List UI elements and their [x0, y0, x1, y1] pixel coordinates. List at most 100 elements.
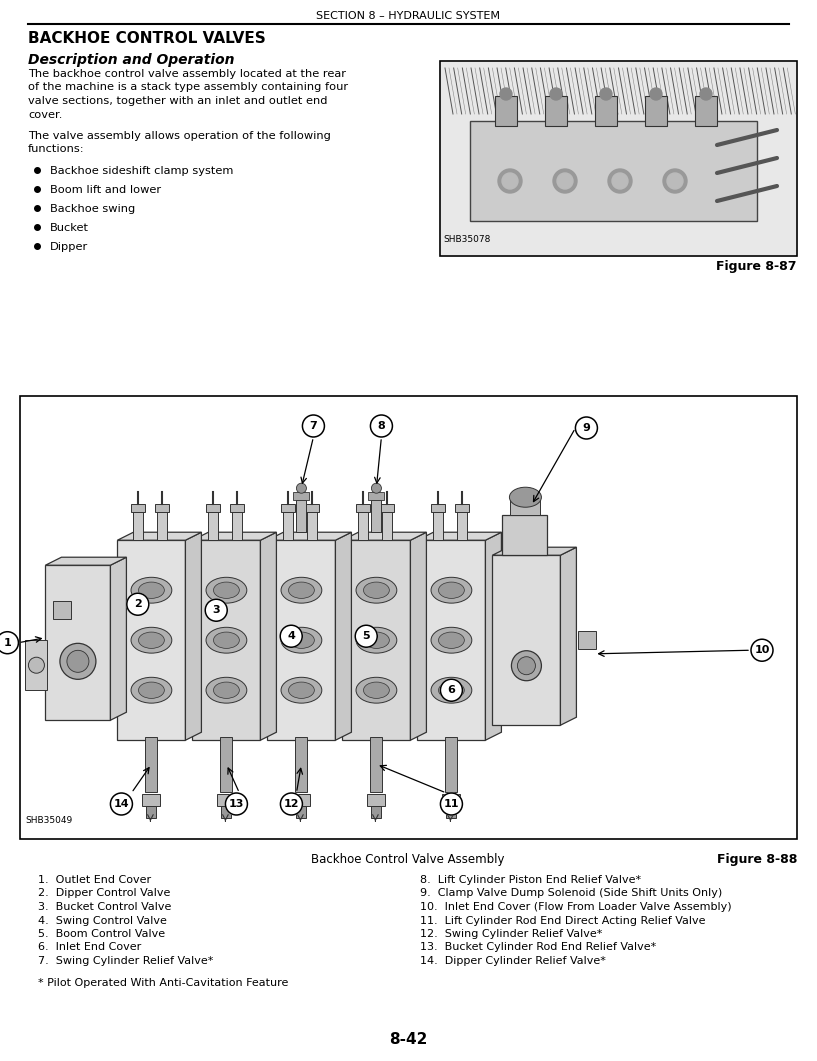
Text: 12.  Swing Cylinder Relief Valve*: 12. Swing Cylinder Relief Valve*	[420, 929, 602, 939]
Bar	[131, 504, 145, 512]
Circle shape	[502, 173, 518, 189]
Text: 7.  Swing Cylinder Relief Valve*: 7. Swing Cylinder Relief Valve*	[38, 956, 213, 966]
Bar	[443, 795, 461, 806]
Polygon shape	[110, 557, 127, 720]
Polygon shape	[410, 533, 426, 741]
Circle shape	[302, 415, 324, 437]
Bar	[380, 504, 394, 512]
Bar	[356, 504, 370, 512]
Text: SHB35078: SHB35078	[443, 234, 490, 244]
Ellipse shape	[431, 577, 472, 603]
Ellipse shape	[139, 632, 164, 648]
Text: 13: 13	[229, 799, 244, 808]
Ellipse shape	[364, 682, 390, 698]
Text: 4: 4	[288, 631, 295, 641]
Circle shape	[370, 415, 392, 437]
Text: valve sections, together with an inlet and outlet end: valve sections, together with an inlet a…	[28, 95, 328, 106]
Bar	[306, 512, 317, 540]
Text: Backhoe swing: Backhoe swing	[50, 204, 136, 214]
Polygon shape	[185, 533, 202, 741]
Bar	[372, 500, 382, 533]
Polygon shape	[342, 533, 426, 540]
Circle shape	[700, 88, 712, 100]
Ellipse shape	[364, 582, 390, 598]
Text: Bucket: Bucket	[50, 223, 89, 233]
Bar	[545, 95, 567, 126]
Bar	[206, 504, 220, 512]
Text: 3.  Bucket Control Valve: 3. Bucket Control Valve	[38, 902, 172, 912]
Ellipse shape	[356, 627, 397, 654]
Text: cover.: cover.	[28, 109, 62, 120]
Text: Figure 8-87: Figure 8-87	[717, 260, 797, 273]
Ellipse shape	[131, 677, 172, 703]
Text: SHB35049: SHB35049	[25, 816, 72, 825]
Circle shape	[553, 169, 577, 193]
Ellipse shape	[206, 627, 247, 654]
Bar	[293, 492, 310, 500]
Ellipse shape	[288, 582, 315, 598]
Bar	[297, 806, 306, 818]
Polygon shape	[267, 533, 351, 540]
Text: Figure 8-88: Figure 8-88	[717, 853, 797, 866]
Text: functions:: functions:	[28, 144, 85, 155]
Bar	[118, 540, 185, 741]
Circle shape	[608, 169, 632, 193]
Text: Description and Operation: Description and Operation	[28, 53, 234, 67]
Ellipse shape	[281, 627, 322, 654]
Text: 8.  Lift Cylinder Piston End Relief Valve*: 8. Lift Cylinder Piston End Relief Valve…	[420, 875, 641, 885]
Ellipse shape	[213, 682, 239, 698]
Ellipse shape	[139, 682, 164, 698]
Text: 12: 12	[283, 799, 299, 808]
Bar	[372, 806, 382, 818]
Bar	[695, 95, 717, 126]
Bar	[595, 95, 617, 126]
Text: 2: 2	[134, 599, 141, 609]
Ellipse shape	[439, 682, 464, 698]
Text: of the machine is a stack type assembly containing four: of the machine is a stack type assembly …	[28, 83, 348, 92]
Ellipse shape	[206, 577, 247, 603]
Bar	[154, 504, 168, 512]
Bar	[578, 630, 596, 648]
Ellipse shape	[213, 582, 239, 598]
Ellipse shape	[439, 582, 464, 598]
Text: 4.  Swing Control Valve: 4. Swing Control Valve	[38, 916, 167, 925]
Bar	[441, 62, 796, 255]
Circle shape	[205, 599, 227, 622]
Circle shape	[667, 173, 683, 189]
Bar	[433, 512, 443, 540]
Bar	[493, 555, 560, 726]
Polygon shape	[193, 533, 276, 540]
Bar	[217, 795, 235, 806]
Text: 6.  Inlet End Cover: 6. Inlet End Cover	[38, 942, 141, 953]
Bar	[230, 504, 243, 512]
Text: 13.  Bucket Cylinder Rod End Relief Valve*: 13. Bucket Cylinder Rod End Relief Valve…	[420, 942, 656, 953]
Bar	[292, 795, 310, 806]
Bar	[20, 396, 797, 839]
Ellipse shape	[288, 632, 315, 648]
Ellipse shape	[131, 577, 172, 603]
Bar	[208, 512, 218, 540]
Bar	[146, 806, 156, 818]
Text: 6: 6	[448, 685, 455, 695]
Polygon shape	[560, 547, 577, 726]
Bar	[645, 95, 667, 126]
Bar	[267, 540, 336, 741]
Bar	[281, 504, 295, 512]
Bar	[445, 737, 458, 793]
Text: * Pilot Operated With Anti-Cavitation Feature: * Pilot Operated With Anti-Cavitation Fe…	[38, 977, 288, 988]
Text: SECTION 8 – HYDRAULIC SYSTEM: SECTION 8 – HYDRAULIC SYSTEM	[316, 11, 500, 21]
Text: 11.  Lift Cylinder Rod End Direct Acting Relief Valve: 11. Lift Cylinder Rod End Direct Acting …	[420, 916, 706, 925]
Circle shape	[127, 593, 149, 615]
Ellipse shape	[281, 677, 322, 703]
Polygon shape	[118, 533, 202, 540]
Ellipse shape	[206, 677, 247, 703]
Circle shape	[0, 631, 19, 654]
Polygon shape	[46, 557, 127, 566]
Bar	[446, 806, 457, 818]
Ellipse shape	[431, 677, 472, 703]
Circle shape	[60, 643, 96, 679]
Ellipse shape	[431, 627, 472, 654]
Text: 10: 10	[754, 645, 770, 656]
Circle shape	[751, 639, 773, 661]
Bar	[53, 602, 71, 620]
